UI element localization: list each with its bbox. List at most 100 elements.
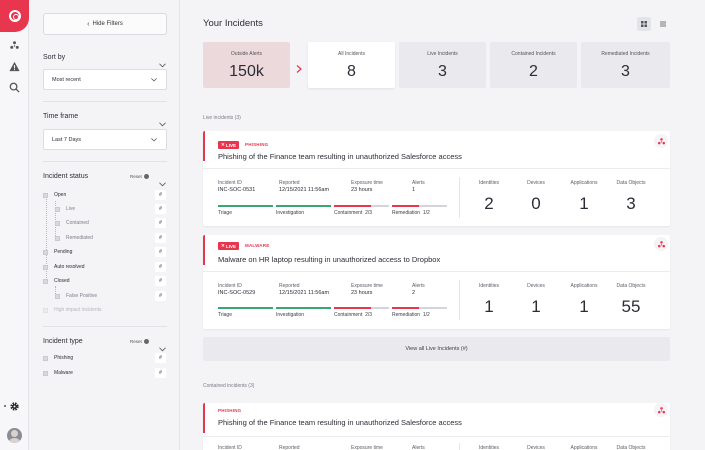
- incident-card[interactable]: ✕ LIVE MALWARE Malware on HR laptop resu…: [203, 235, 670, 329]
- filter-panel: ‹ Hide Filters Sort by Most recent Time …: [29, 0, 180, 450]
- time-frame-select[interactable]: Last 7 Days: [43, 129, 167, 150]
- stat-label: All Incidents: [338, 51, 365, 57]
- stat-label: Contained Incidents: [511, 51, 556, 57]
- status-reset-button[interactable]: Reset: [130, 174, 149, 179]
- stat-outside-alerts[interactable]: Outside Alerts 150k: [203, 42, 290, 88]
- view-all-live-button[interactable]: View all Live Incidents (#): [203, 337, 670, 361]
- reset-icon: [143, 174, 149, 179]
- type-checkbox-malware[interactable]: Malware: [43, 368, 73, 378]
- incident-title[interactable]: Malware on HR laptop resulting in unauth…: [218, 255, 441, 264]
- stat-label: Outside Alerts: [230, 51, 263, 57]
- checkbox[interactable]: [43, 355, 48, 361]
- status-checkbox-false-positive[interactable]: False Positive: [55, 291, 97, 301]
- remediation-label: Remediation 1/2: [392, 312, 430, 318]
- status-checkbox-remediated[interactable]: Remediated: [55, 233, 93, 243]
- alerts-value: 1: [412, 187, 416, 193]
- biohazard-icon[interactable]: [7, 38, 22, 53]
- page-title: Your Incidents: [203, 18, 263, 29]
- type-count: #: [155, 353, 166, 363]
- type-reset-button[interactable]: Reset: [130, 339, 149, 344]
- checkbox[interactable]: [43, 370, 48, 376]
- card-accent: [203, 235, 205, 265]
- stat-label: Live Incidents: [427, 51, 458, 57]
- time-frame-value: Last 7 Days: [52, 136, 82, 143]
- status-count: #: [155, 218, 166, 228]
- chevron-down-icon[interactable]: [159, 339, 166, 352]
- checkbox[interactable]: [55, 235, 60, 241]
- stat-all-incidents[interactable]: All Incidents 8: [308, 42, 395, 88]
- incident-id-value: INC-SOC-0531: [218, 187, 256, 193]
- investigation-label: Investigation: [276, 210, 305, 216]
- grid-view-icon[interactable]: [637, 17, 651, 31]
- stat-value: 2: [529, 63, 538, 80]
- alerts-value: 2: [412, 290, 416, 296]
- stat-remediated-incidents[interactable]: Remediated Incidents 3: [581, 42, 670, 88]
- checkbox[interactable]: [43, 264, 48, 270]
- remediation-progress-fill: [392, 205, 419, 207]
- incident-title[interactable]: Phishing of the Finance team resulting i…: [218, 418, 462, 427]
- sort-by-label: Sort by: [43, 54, 66, 61]
- reset-label: Reset: [130, 339, 142, 344]
- divider: [43, 101, 167, 102]
- alerts-label: Alerts: [412, 283, 425, 289]
- sort-by-select[interactable]: Most recent: [43, 69, 167, 90]
- incident-id-label: Incident ID: [218, 283, 242, 289]
- avatar[interactable]: [7, 428, 22, 443]
- status-count: #: [155, 233, 166, 243]
- divider: [43, 161, 167, 162]
- hide-filters-button[interactable]: ‹ Hide Filters: [43, 13, 167, 35]
- biohazard-icon: [654, 134, 668, 148]
- status-checkbox-auto-resolved[interactable]: Auto resolved: [43, 262, 85, 272]
- status-checkbox-live[interactable]: Live: [55, 204, 75, 214]
- checkbox-label: Malware: [54, 370, 73, 376]
- status-checkbox-high-impact[interactable]: High impact incidents: [43, 305, 102, 315]
- checkbox[interactable]: [43, 307, 48, 313]
- chevron-down-icon[interactable]: [159, 174, 166, 187]
- checkbox[interactable]: [55, 293, 60, 299]
- list-view-icon[interactable]: [656, 17, 670, 31]
- incident-card[interactable]: PHISHING Phishing of the Finance team re…: [203, 403, 670, 450]
- identities-value: 1: [484, 297, 494, 316]
- hide-filters-label: Hide Filters: [92, 21, 123, 27]
- checkbox-label: Phishing: [54, 355, 74, 361]
- type-checkbox-phishing[interactable]: Phishing: [43, 353, 73, 363]
- incident-card[interactable]: ✕ LIVE PHISHING Phishing of the Finance …: [203, 131, 670, 226]
- search-icon[interactable]: [7, 80, 22, 95]
- status-checkbox-closed[interactable]: Closed: [43, 276, 70, 286]
- investigation-progress-bar: [276, 307, 331, 309]
- stat-contained-incidents[interactable]: Contained Incidents 2: [490, 42, 577, 88]
- status-checkbox-open[interactable]: Open: [43, 190, 66, 200]
- status-count: #: [155, 291, 166, 301]
- chevron-left-icon: ‹: [87, 20, 90, 28]
- logo-icon[interactable]: [0, 0, 29, 32]
- live-badge-label: LIVE: [226, 142, 237, 148]
- status-checkbox-contained[interactable]: Contained: [55, 218, 89, 228]
- live-section-label: Live incidents (3): [203, 115, 241, 121]
- identities-label: Identities: [478, 445, 499, 450]
- card-divider: [203, 271, 670, 272]
- remediation-progress-bar: [392, 205, 447, 207]
- checkbox[interactable]: [43, 278, 48, 284]
- data-objects-label: Data Objects: [616, 445, 646, 450]
- stat-value: 3: [438, 63, 447, 80]
- containment-label-text: Containment: [334, 312, 363, 318]
- stat-label: Remediated Incidents: [601, 51, 650, 57]
- data-objects-value: 55: [621, 297, 641, 316]
- status-checkbox-pending[interactable]: Pending: [43, 247, 72, 257]
- active-indicator: [4, 405, 6, 407]
- incident-title[interactable]: Phishing of the Finance team resulting i…: [218, 152, 462, 161]
- checkbox[interactable]: [43, 249, 48, 255]
- checkbox[interactable]: [55, 206, 60, 212]
- stat-value: 150k: [229, 63, 264, 80]
- chevron-down-icon[interactable]: [159, 114, 166, 127]
- column-divider: [459, 177, 460, 218]
- devices-value: 0: [531, 194, 541, 213]
- warning-icon[interactable]: [7, 59, 22, 74]
- settings-icon[interactable]: [7, 399, 22, 414]
- stat-live-incidents[interactable]: Live Incidents 3: [399, 42, 486, 88]
- checkbox[interactable]: [55, 220, 60, 226]
- checkbox[interactable]: [43, 192, 48, 198]
- alerts-label: Alerts: [412, 180, 425, 186]
- checkbox-label: Closed: [54, 278, 70, 284]
- chevron-down-icon[interactable]: [159, 55, 166, 68]
